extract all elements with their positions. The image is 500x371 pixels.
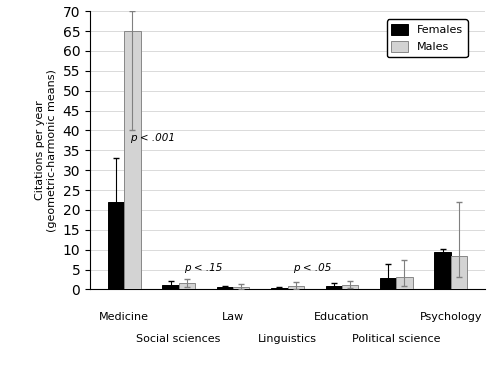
Bar [450,256,467,289]
Bar [108,202,124,289]
Bar [217,288,233,289]
Bar [233,287,250,289]
Legend: Females, Males: Females, Males [387,19,468,57]
Bar [162,285,178,289]
Bar [288,286,304,289]
Text: Medicine: Medicine [100,312,150,322]
Y-axis label: Citations per year
(geometric-harmonic means): Citations per year (geometric-harmonic m… [36,69,57,232]
Bar [271,288,287,289]
Bar [124,31,140,289]
Text: Political science: Political science [352,334,440,344]
Bar [178,283,195,289]
Text: Social sciences: Social sciences [136,334,221,344]
Bar [326,286,342,289]
Bar [380,278,396,289]
Text: Law: Law [222,312,244,322]
Text: Psychology: Psychology [420,312,482,322]
Text: p < .15: p < .15 [184,263,222,273]
Text: Education: Education [314,312,370,322]
Text: Linguistics: Linguistics [258,334,317,344]
Bar [434,252,450,289]
Text: p < .001: p < .001 [130,133,174,143]
Bar [396,277,412,289]
Text: p < .05: p < .05 [293,263,332,273]
Bar [342,285,358,289]
